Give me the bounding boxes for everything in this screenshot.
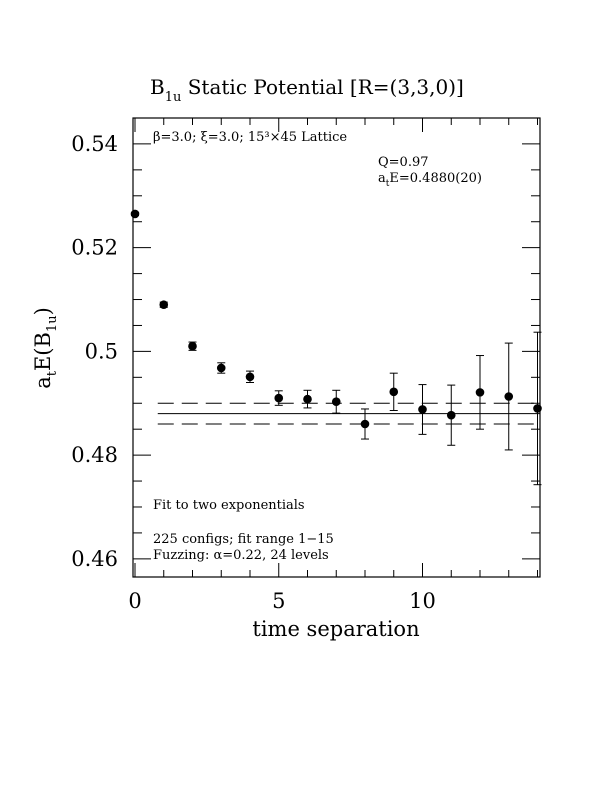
point-marker (188, 341, 197, 351)
point-marker (360, 419, 370, 429)
y-axis-tick-labels: 0.46 0.48 0.5 0.52 0.54 (71, 132, 118, 571)
data-points (130, 209, 542, 486)
data-point (303, 389, 312, 409)
data-point (216, 362, 226, 374)
x-tick-label: 10 (409, 589, 436, 613)
point-marker (389, 387, 399, 397)
y-axis-label: atE(B1u) (31, 307, 60, 389)
fit-type-annotation: Fit to two exponentials (153, 498, 305, 513)
data-point (504, 342, 514, 451)
q-value-annotation: Q=0.97 (378, 155, 429, 170)
data-point (245, 370, 255, 384)
point-marker (216, 363, 226, 373)
data-point (446, 384, 456, 446)
point-marker (331, 397, 341, 406)
point-marker (504, 392, 514, 401)
fit-energy-annotation: atE=0.4880(20) (378, 171, 482, 189)
point-marker (418, 405, 427, 414)
point-marker (446, 410, 456, 420)
y-tick-label: 0.54 (71, 132, 118, 156)
data-point (188, 341, 197, 351)
data-point (418, 384, 427, 435)
point-marker (274, 393, 284, 403)
y-tick-label: 0.46 (71, 547, 118, 571)
data-point (130, 209, 140, 219)
configs-annotation: 225 configs; fit range 1−15 (153, 532, 334, 547)
fit-band (157, 402, 540, 425)
point-marker (533, 404, 542, 413)
y-tick-label: 0.5 (85, 339, 118, 363)
fuzzing-annotation: Fuzzing: α=0.22, 24 levels (153, 548, 329, 563)
x-axis-ticks (134, 118, 538, 577)
point-marker (303, 394, 312, 404)
x-tick-label: 0 (128, 589, 141, 613)
x-axis-tick-labels: 0 5 10 (128, 589, 436, 613)
point-marker (130, 209, 140, 219)
data-point (159, 300, 169, 310)
data-point (475, 355, 485, 430)
point-marker (245, 372, 255, 382)
data-point (533, 331, 542, 486)
point-marker (159, 300, 169, 310)
data-point (389, 372, 399, 412)
x-tick-label: 5 (272, 589, 285, 613)
data-point (274, 390, 284, 406)
y-axis-ticks (133, 117, 540, 560)
y-tick-label: 0.52 (71, 236, 118, 260)
lattice-annotation: β=3.0; ξ=3.0; 15³×45 Lattice (153, 130, 347, 145)
y-tick-label: 0.48 (71, 443, 118, 467)
point-marker (475, 388, 485, 397)
x-axis-label: time separation (252, 617, 419, 641)
chart-title: B1u Static Potential [R=(3,3,0)] (150, 75, 464, 105)
data-point (360, 408, 370, 440)
data-point (331, 389, 341, 414)
